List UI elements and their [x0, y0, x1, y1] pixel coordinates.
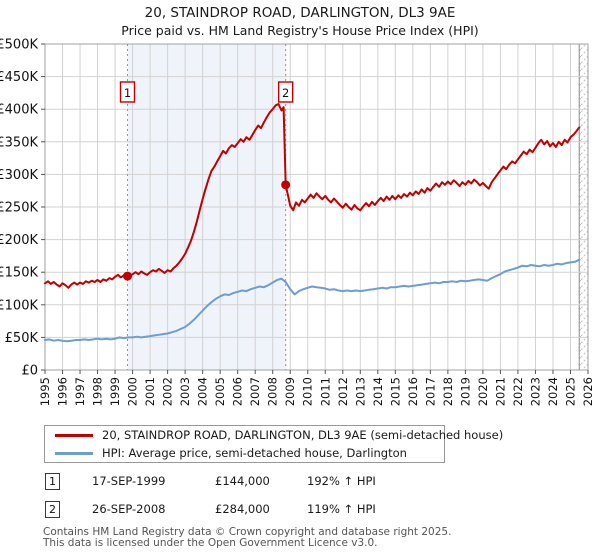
x-axis-tick-label: 2017: [423, 377, 437, 406]
hpi-line-swatch: [55, 451, 93, 455]
y-axis-tick-label: £300K: [0, 168, 38, 183]
legend-item-price-paid: 20, STAINDROP ROAD, DARLINGTON, DL3 9AE …: [45, 428, 503, 443]
x-axis-tick-label: 2009: [283, 377, 297, 406]
x-axis-tick-label: 1998: [91, 377, 105, 406]
y-axis-tick-label: £200K: [0, 233, 38, 248]
y-axis-tick-label: £100K: [0, 298, 38, 313]
y-axis-tick-label: £0: [21, 364, 38, 379]
y-axis-tick-label: £450K: [0, 70, 38, 85]
transaction-2-date: 26-SEP-2008: [92, 502, 166, 516]
footer-line-1: Contains HM Land Registry data © Crown c…: [43, 526, 452, 538]
page-title: 20, STAINDROP ROAD, DARLINGTON, DL3 9AE: [144, 5, 456, 21]
x-axis-tick-label: 2011: [318, 377, 332, 406]
x-axis-tick-label: 2010: [301, 377, 315, 406]
x-axis-tick-label: 2016: [406, 377, 420, 406]
price-chart: 1 2 £0 £50K £100K £150K £200K £250K £300K £350K £4…: [0, 38, 595, 407]
y-axis-tick-label: £500K: [0, 38, 38, 53]
x-axis-tick-label: 2005: [213, 377, 227, 406]
transaction-2-price: £284,000: [215, 502, 270, 516]
x-axis-tick-label: 2025: [563, 377, 577, 406]
sale-2-marker-box: [277, 81, 294, 103]
price-line-swatch: [55, 433, 93, 437]
chart-legend: 20, STAINDROP ROAD, DARLINGTON, DL3 9AE …: [44, 425, 503, 463]
x-axis-tick-label: 2015: [388, 377, 402, 406]
x-axis-tick-label: 2001: [143, 377, 157, 406]
transaction-row-2: 2 26-SEP-2008 £284,000 119% ↑ HPI: [45, 501, 585, 519]
page-subtitle: Price paid vs. HM Land Registry's House …: [121, 23, 479, 38]
sale-1-marker-number: 1: [124, 86, 131, 100]
x-axis-tick-label: 1996: [56, 377, 70, 406]
transaction-1-price: £144,000: [215, 474, 270, 488]
x-axis-tick-label: 2003: [178, 377, 192, 406]
hpi-series-line: [44, 258, 581, 343]
legend-item-hpi: HPI: Average price, semi-detached house,…: [45, 446, 444, 461]
transaction-1-date: 17-SEP-1999: [92, 474, 166, 488]
footer-line-2: This data is licensed under the Open Gov…: [43, 536, 378, 549]
x-axis-tick-label: 2002: [161, 377, 175, 406]
x-axis-tick-label: 1999: [108, 377, 122, 406]
x-axis-tick-label: 2022: [511, 377, 525, 406]
legend-label-hpi: HPI: Average price, semi-detached house,…: [102, 446, 407, 460]
sale-1-point: [123, 271, 133, 281]
x-axis-tick-label: 2019: [458, 377, 472, 406]
x-axis-tick-label: 1997: [73, 377, 87, 406]
x-axis-tick-label: 2004: [196, 377, 210, 406]
legend-label-price-paid: 20, STAINDROP ROAD, DARLINGTON, DL3 9AE …: [102, 428, 504, 442]
x-axis-tick-label: 2023: [528, 377, 542, 406]
y-axis-tick-label: £350K: [0, 135, 38, 150]
x-axis-tick-label: 2007: [248, 377, 262, 406]
transaction-row-1: 1 17-SEP-1999 £144,000 192% ↑ HPI: [45, 473, 585, 491]
y-axis-tick-label: £250K: [0, 201, 38, 216]
sale-2-point: [281, 180, 291, 190]
x-axis-tick-label: 2018: [441, 377, 455, 406]
price-paid-series-line: [44, 103, 581, 289]
transaction-1-hpi-delta: 192% ↑ HPI: [307, 474, 376, 488]
x-axis-tick-label: 2014: [371, 377, 385, 406]
sale-1-marker-box: [119, 81, 136, 103]
x-axis-tick-label: 2026: [581, 377, 595, 406]
y-axis-tick-label: £50K: [5, 331, 39, 346]
transaction-2-hpi-delta: 119% ↑ HPI: [307, 502, 376, 516]
x-axis-tick-label: 2020: [476, 377, 490, 406]
x-axis-tick-label: 2008: [266, 377, 280, 406]
y-axis-tick-label: £150K: [0, 266, 38, 281]
x-axis-tick-label: 2024: [546, 377, 560, 406]
license-footer: Contains HM Land Registry data © Crown c…: [43, 527, 451, 548]
x-axis-tick-label: 1995: [38, 377, 52, 406]
x-axis-tick-label: 2000: [126, 377, 140, 406]
transaction-1-marker-badge: 1: [45, 473, 60, 490]
x-axis-tick-label: 2012: [336, 377, 350, 406]
x-axis-tick-label: 2021: [493, 377, 507, 406]
sale-2-marker-number: 2: [282, 86, 289, 100]
x-axis-tick-label: 2013: [353, 377, 367, 406]
x-axis-tick-label: 2006: [231, 377, 245, 406]
transaction-2-marker-badge: 2: [45, 501, 60, 518]
y-axis-tick-label: £400K: [0, 103, 38, 118]
